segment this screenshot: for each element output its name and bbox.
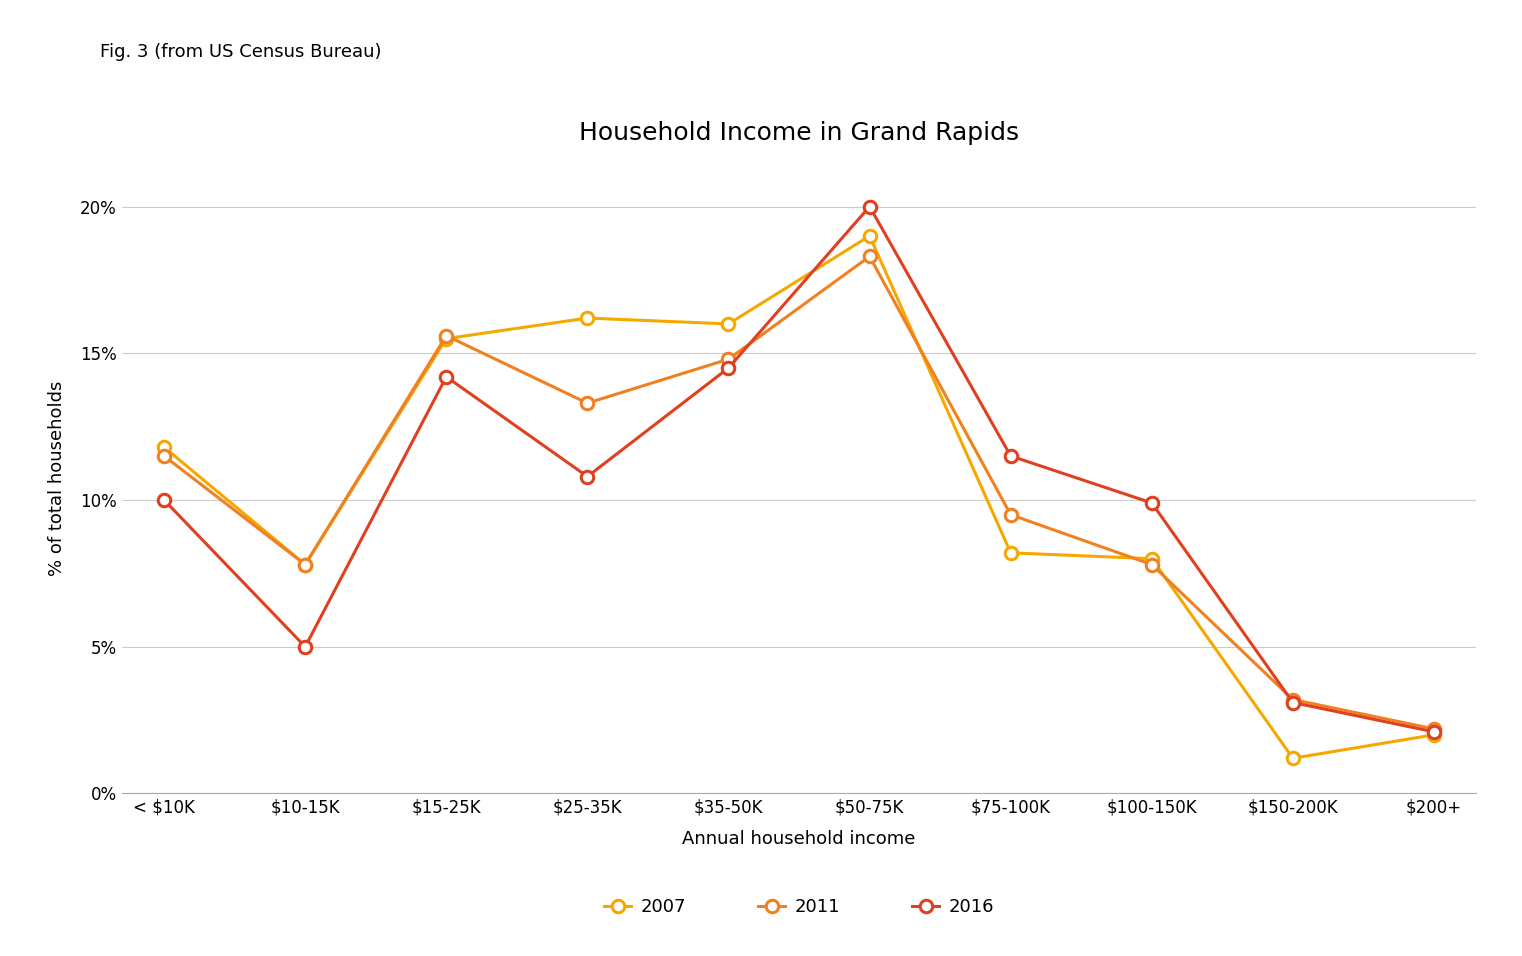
2007: [1143, 553, 1161, 564]
Line: 2011: 2011: [158, 250, 1440, 735]
2007: [578, 313, 597, 324]
2011: [860, 250, 878, 262]
2011: [155, 450, 174, 462]
2007: [155, 442, 174, 453]
2011: [437, 330, 455, 341]
2011: [578, 398, 597, 409]
2016: [1143, 497, 1161, 509]
2016: [578, 470, 597, 482]
Y-axis label: % of total households: % of total households: [49, 380, 67, 576]
2016: [297, 641, 315, 653]
2011: [720, 354, 738, 365]
2016: [1425, 727, 1443, 738]
2007: [1001, 547, 1020, 558]
Text: Fig. 3 (from US Census Bureau): Fig. 3 (from US Census Bureau): [100, 43, 382, 61]
2016: [155, 494, 174, 506]
2007: [297, 559, 315, 571]
2007: [720, 318, 738, 330]
X-axis label: Annual household income: Annual household income: [682, 830, 916, 848]
2007: [860, 230, 878, 242]
2016: [720, 362, 738, 374]
2011: [1283, 694, 1301, 706]
2011: [297, 559, 315, 571]
2007: [437, 333, 455, 344]
2007: [1283, 752, 1301, 764]
2016: [437, 371, 455, 382]
2011: [1143, 559, 1161, 571]
2016: [860, 201, 878, 212]
2011: [1425, 723, 1443, 734]
2016: [1283, 697, 1301, 708]
Legend: 2007, 2011, 2016: 2007, 2011, 2016: [597, 891, 1001, 923]
2007: [1425, 729, 1443, 741]
Line: 2016: 2016: [158, 201, 1440, 738]
Line: 2007: 2007: [158, 229, 1440, 765]
Title: Household Income in Grand Rapids: Household Income in Grand Rapids: [578, 121, 1020, 145]
2011: [1001, 509, 1020, 520]
2016: [1001, 450, 1020, 462]
